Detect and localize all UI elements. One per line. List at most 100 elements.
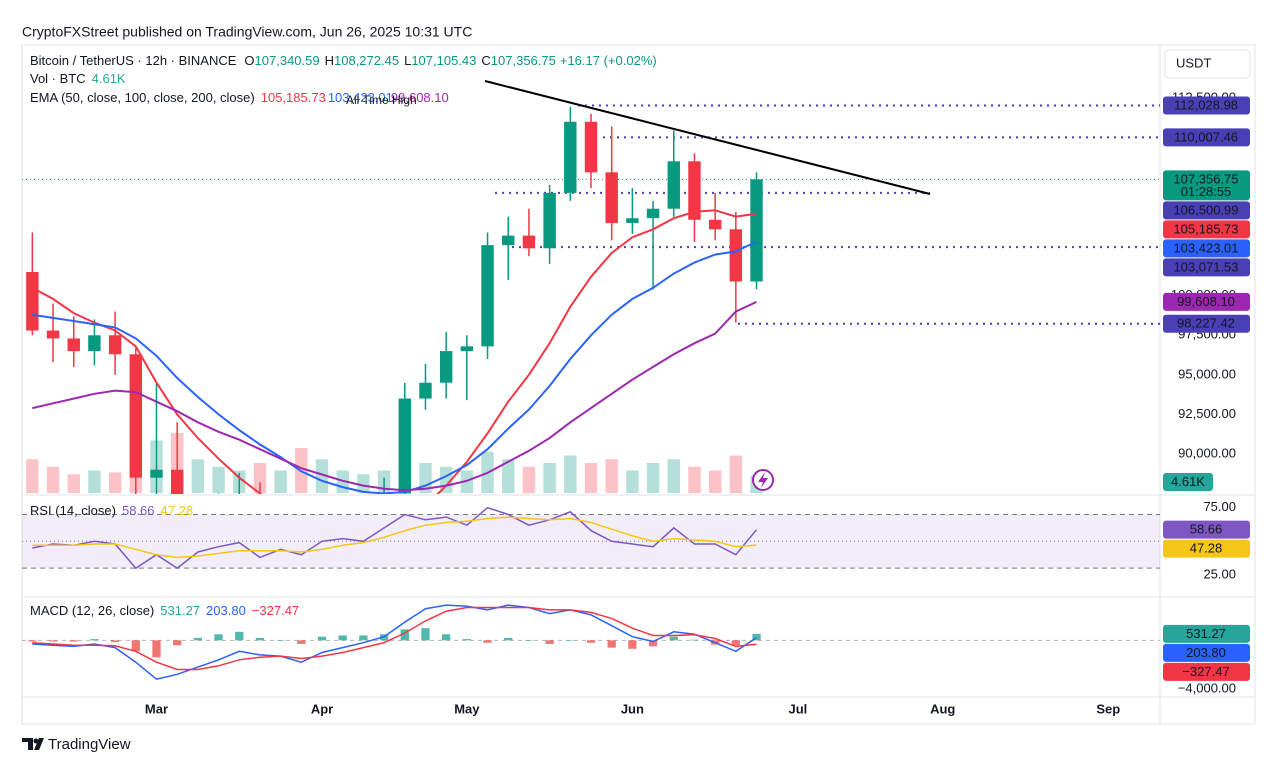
chart-frame (21, 44, 1256, 725)
price-label: 98,227.42 (1177, 316, 1235, 331)
publish-header: CryptoFXStreet published on TradingView.… (22, 24, 472, 40)
macd-histogram-bar (28, 640, 37, 642)
price-label-box (1163, 643, 1250, 662)
volume-bar (212, 466, 225, 493)
volume-bar (543, 463, 556, 493)
rsi-line (32, 506, 758, 570)
candle-body (129, 354, 143, 478)
rsi-ma-value: 47.28 (161, 503, 194, 518)
macd-histogram-bar (462, 639, 471, 641)
x-tick-label: Sep (1096, 701, 1120, 716)
trendline (484, 80, 931, 195)
candle-body (543, 192, 556, 249)
y-tick-label: 25.00 (1203, 566, 1236, 581)
volume-bar (419, 463, 432, 493)
candle-body (750, 179, 763, 282)
ohlc-value: 107,105.43 (411, 53, 476, 68)
x-tick-label: Jun (621, 701, 644, 716)
ohlc-legend: O107,340.59 H108,272.45 L107,105.43 C107,35… (244, 53, 555, 68)
macd-histogram-bar (235, 631, 244, 641)
ema-value: 105,185.73 (261, 90, 326, 105)
macd-histogram-bar (504, 637, 513, 641)
macd-value: 203.80 (206, 603, 246, 618)
volume-bar (26, 459, 39, 493)
macd-histogram-bar (69, 640, 78, 642)
volume-bar (191, 459, 205, 493)
candle-body (67, 338, 80, 352)
y-tick-label: 75.00 (1203, 499, 1236, 514)
price-label-box (1163, 128, 1250, 147)
price-label-box (1163, 662, 1250, 681)
rsi-legend: RSI (14, close) 58.66 47.28 (30, 503, 193, 518)
volume-bar (522, 466, 536, 493)
tradingview-logo (22, 738, 44, 750)
volume-bar (605, 459, 618, 493)
candle-body (26, 272, 39, 331)
macd-histogram-bar (297, 640, 306, 644)
price-label: 110,007.46 (1174, 129, 1238, 144)
price-label: 103,423.01 (1173, 240, 1238, 255)
y-tick-label: 95,000.00 (1178, 366, 1236, 381)
macd-hist-value: 531.27 (160, 603, 200, 618)
volume-bar (646, 463, 660, 493)
currency-button[interactable] (1164, 49, 1251, 79)
price-label: 105,185.73 (1173, 221, 1238, 236)
volume-bar (88, 470, 101, 493)
price-label: 107,356.75 (1173, 171, 1238, 186)
ohlc-key: L (404, 53, 411, 68)
macd-pane (22, 604, 1160, 681)
macd-histogram-bar (255, 637, 265, 641)
ema-line (31, 209, 757, 494)
ohlc-key: C (481, 53, 490, 68)
ohlc-key: O (244, 53, 254, 68)
price-label-box (1163, 96, 1250, 115)
candle-body (584, 121, 598, 173)
candle-body (398, 398, 411, 494)
rsi-pane (22, 506, 1160, 570)
macd-histogram-bar (731, 640, 740, 646)
rsi-value: 58.66 (122, 503, 155, 518)
volume-bar (46, 466, 60, 493)
candle-body (419, 382, 432, 399)
alert-icon[interactable] (752, 469, 774, 491)
price-label: 58.66 (1190, 522, 1223, 537)
candle-body (108, 335, 122, 355)
axes: MarAprMayJunJulAugSep112,500.00100,000.0… (145, 89, 1250, 716)
candle-body (626, 218, 639, 223)
ohlc-key: H (325, 53, 334, 68)
macd-histogram-bar (421, 628, 430, 641)
price-label-box (1163, 170, 1250, 201)
candle-body (150, 469, 163, 478)
marks: MarAprMayJunJulAugSep112,500.00100,000.0… (22, 89, 1250, 716)
macd-title: MACD (12, 26, close) (30, 603, 154, 618)
rsi-line (32, 516, 757, 559)
volume-bar (688, 466, 701, 493)
price-label: 106,500.99 (1173, 202, 1238, 217)
currency-label: USDT (1176, 55, 1211, 70)
x-tick-label: Aug (930, 701, 955, 716)
signal-value: −327.47 (252, 603, 299, 618)
macd-histogram-bar (483, 640, 492, 643)
ema-value: 99,608.10 (391, 90, 449, 105)
macd-line (32, 604, 757, 681)
y-tick-label: 92,500.00 (1178, 406, 1236, 421)
macd-histogram-bar (586, 640, 596, 643)
candle-body (170, 469, 184, 494)
ohlc-value: 108,272.45 (334, 53, 399, 68)
macd-histogram-bar (566, 640, 575, 641)
candle-body (688, 161, 701, 220)
price-label-box (1163, 520, 1250, 539)
macd-histogram-bar (524, 640, 534, 641)
candle-body (522, 235, 536, 249)
candle-body (667, 161, 680, 209)
candle-body (233, 498, 245, 509)
price-label: 203.80 (1186, 645, 1226, 660)
macd-histogram-bar (628, 640, 637, 649)
x-tick-label: Jul (789, 701, 808, 716)
macd-histogram-bar (131, 640, 140, 652)
x-tick-label: Apr (311, 701, 333, 716)
ema-line (32, 240, 757, 494)
price-label: 99,608.10 (1177, 294, 1235, 309)
volume-bar (502, 459, 515, 493)
